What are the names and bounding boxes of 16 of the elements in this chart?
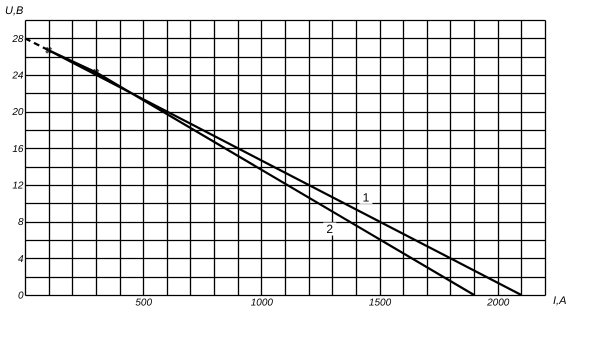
x-axis-title: I,A: [553, 295, 566, 307]
y-tick-label: 12: [12, 180, 24, 192]
x-tick-label: 500: [135, 298, 152, 308]
series-label: 2: [326, 222, 334, 236]
y-tick-label: 28: [11, 34, 24, 45]
y-tick-label: 24: [11, 70, 24, 82]
y-tick-label: 20: [11, 107, 24, 118]
x-tick-label: 1500: [368, 298, 392, 308]
y-tick-label: 4: [18, 254, 24, 265]
x-tick-label: 2000: [486, 298, 510, 308]
y-tick-label: 0: [18, 290, 24, 302]
y-tick-label: 16: [12, 144, 24, 155]
series-label: 1: [362, 190, 370, 204]
x-tick-label: 1000: [250, 298, 274, 308]
y-axis-title: U,B: [5, 5, 24, 17]
y-tick-label: 8: [18, 217, 24, 228]
